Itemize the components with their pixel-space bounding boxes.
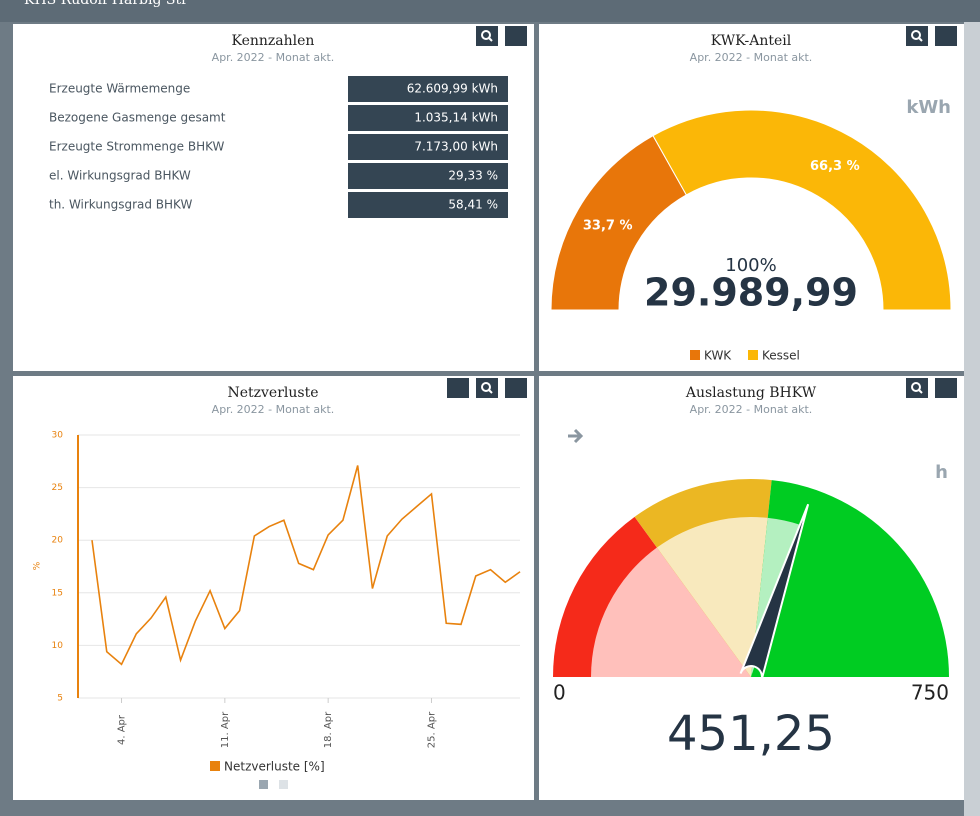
data-label: 66,3 % bbox=[810, 159, 860, 174]
search-button[interactable] bbox=[476, 26, 498, 46]
panel-title: Netzverluste bbox=[227, 385, 318, 401]
y-axis-label: % bbox=[33, 561, 43, 570]
row-value: 1.035,14 kWh bbox=[414, 111, 498, 125]
menu-button[interactable] bbox=[447, 378, 469, 398]
y-tick-label: 15 bbox=[52, 588, 63, 598]
unit-label: h bbox=[935, 462, 948, 483]
y-tick-label: 20 bbox=[52, 536, 64, 546]
x-tick-label: 25. Apr bbox=[426, 711, 437, 748]
donut-segment bbox=[652, 109, 952, 311]
kennzahlen-table: Erzeugte Wärmemenge 62.609,99 kWh Bezogene… bbox=[49, 76, 508, 218]
charts: KWK-Anteil Apr. 2022 - Monat akt. kWh 33,7 … bbox=[33, 33, 952, 774]
layout-button[interactable] bbox=[505, 26, 527, 46]
row-value: 58,41 % bbox=[448, 198, 498, 212]
header-bar bbox=[0, 0, 980, 22]
center-label: 100% bbox=[725, 255, 776, 276]
row-label: Erzeugte Strommenge BHKW bbox=[49, 140, 225, 154]
row-value: 7.173,00 kWh bbox=[414, 140, 498, 154]
legend-label: Kessel bbox=[762, 349, 800, 363]
legend-swatch bbox=[690, 350, 700, 360]
row-value: 62.609,99 kWh bbox=[407, 82, 498, 96]
panel-title: Kennzahlen bbox=[232, 33, 315, 49]
x-tick-label: 4. Apr bbox=[117, 714, 128, 745]
panel-title: KWK-Anteil bbox=[711, 33, 792, 49]
layout-button[interactable] bbox=[935, 26, 957, 46]
panel bbox=[13, 376, 534, 800]
search-button[interactable] bbox=[906, 378, 928, 398]
line-series bbox=[91, 465, 521, 666]
value-box bbox=[348, 163, 508, 189]
unit-label: kWh bbox=[906, 97, 951, 118]
gauge-fill bbox=[591, 547, 751, 677]
legend-swatch bbox=[210, 761, 220, 771]
legend-label: KWK bbox=[704, 349, 732, 363]
y-tick-label: 25 bbox=[52, 483, 63, 493]
row-value: 29,33 % bbox=[448, 169, 498, 183]
panel-title: Auslastung BHKW bbox=[685, 385, 817, 401]
arrow-icon[interactable] bbox=[568, 428, 584, 444]
gauge-tick-label: 0 bbox=[553, 681, 566, 705]
value-box bbox=[348, 192, 508, 218]
layout-button[interactable] bbox=[505, 378, 527, 398]
value-box bbox=[348, 134, 508, 160]
gauge-value: 451,25 bbox=[667, 706, 835, 762]
panel-subtitle: Apr. 2022 - Monat akt. bbox=[212, 403, 335, 416]
total-value: 29.989,99 bbox=[644, 271, 858, 315]
y-tick-label: 10 bbox=[52, 641, 64, 651]
x-tick-label: 11. Apr bbox=[220, 711, 231, 748]
gauge-tick-label: 750 bbox=[911, 681, 949, 705]
row-label: Bezogene Gasmenge gesamt bbox=[49, 111, 226, 125]
layout-button[interactable] bbox=[935, 378, 957, 398]
row-label: Erzeugte Wärmemenge bbox=[49, 82, 190, 96]
gauge-needle bbox=[739, 503, 810, 681]
x-tick-label: 18. Apr bbox=[323, 711, 334, 748]
pager-dot[interactable] bbox=[279, 780, 288, 789]
row-label: el. Wirkungsgrad BHKW bbox=[49, 169, 191, 183]
y-tick-label: 30 bbox=[52, 431, 64, 441]
search-button[interactable] bbox=[476, 378, 498, 398]
side-strip bbox=[964, 22, 980, 816]
pager-dot[interactable] bbox=[259, 780, 268, 789]
gauge-fill bbox=[656, 517, 768, 677]
panel-subtitle: Apr. 2022 - Monat akt. bbox=[690, 51, 813, 64]
value-box bbox=[348, 76, 508, 102]
search-button[interactable] bbox=[906, 26, 928, 46]
panel-subtitle: Apr. 2022 - Monat akt. bbox=[212, 51, 335, 64]
row-label: th. Wirkungsgrad BHKW bbox=[49, 198, 193, 212]
legend-swatch bbox=[748, 350, 758, 360]
y-tick-label: 5 bbox=[57, 694, 63, 704]
panel-subtitle: Apr. 2022 - Monat akt. bbox=[690, 403, 813, 416]
value-box bbox=[348, 105, 508, 131]
data-label: 33,7 % bbox=[583, 219, 633, 234]
legend-label: Netzverluste [%] bbox=[224, 760, 325, 774]
header-title: KHS Rudolf Harbig Str bbox=[24, 0, 188, 8]
